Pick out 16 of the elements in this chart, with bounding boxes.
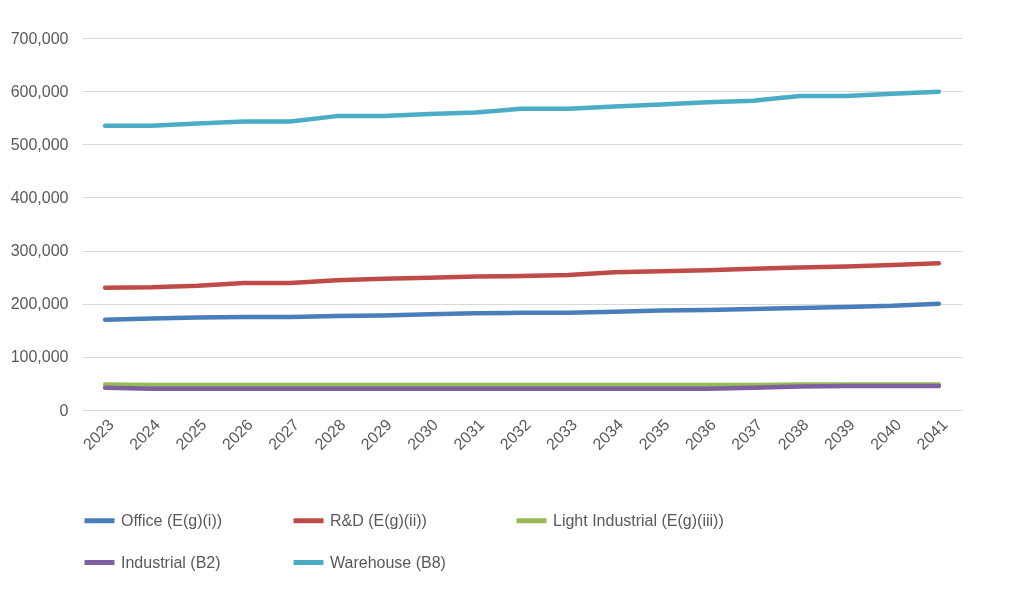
y-tick-label: 700,000 xyxy=(10,29,69,47)
y-tick-label: 300,000 xyxy=(10,242,69,260)
y-tick-label: 200,000 xyxy=(10,295,69,313)
line-series xyxy=(102,89,942,128)
line-series xyxy=(102,261,942,291)
line-series xyxy=(102,301,942,322)
y-tick-label: 500,000 xyxy=(10,135,69,153)
legend-label: Warehouse (B8) xyxy=(330,553,446,571)
y-tick-label: 600,000 xyxy=(10,82,69,100)
legend-label: Office (E(g)(i)) xyxy=(121,511,223,529)
legend-label: Light Industrial (E(g)(iii)) xyxy=(553,511,724,529)
y-tick-label: 100,000 xyxy=(10,348,69,366)
y-tick-label: 0 xyxy=(59,401,69,419)
legend-label: R&D (E(g)(ii)) xyxy=(330,511,427,529)
legend-label: Industrial (B2) xyxy=(121,553,221,571)
y-tick-label: 400,000 xyxy=(10,188,69,206)
